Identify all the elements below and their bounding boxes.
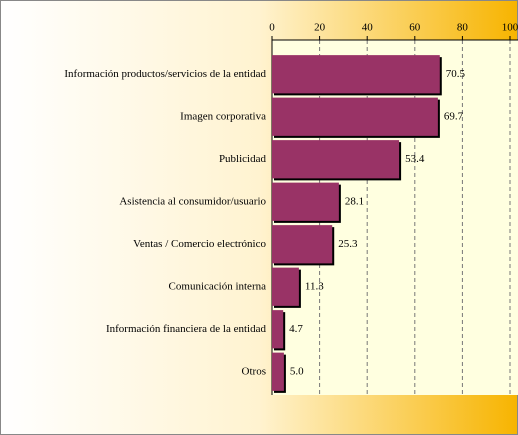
x-tick-label: 20 [314,22,326,34]
x-tick-label: 40 [362,22,374,34]
bar [272,310,284,349]
y-tick-label: Información productos/servicios de la en… [64,68,266,80]
y-tick-label: Imagen corporativa [180,110,266,122]
data-label: 53.4 [405,153,425,165]
y-tick-label: Asistencia al consumidor/usuario [119,195,266,207]
y-tick-label: Otros [242,365,266,377]
y-tick-label: Ventas / Comercio electrónico [133,238,266,250]
x-tick-label: 100 [502,22,518,34]
x-tick-label: 60 [409,22,421,34]
x-tick-label: 0 [269,22,275,34]
data-label: 11.3 [305,280,324,292]
bar [272,55,440,94]
x-tick-label: 80 [457,22,469,34]
bar [272,352,284,391]
bar [272,267,299,306]
data-label: 25.3 [338,238,358,250]
data-label: 5.0 [290,365,304,377]
bar [272,225,333,264]
data-label: 69.7 [444,110,464,122]
y-tick-label: Publicidad [219,153,267,165]
bar [272,140,400,179]
y-tick-label: Información financiera de la entidad [106,323,267,335]
data-label: 28.1 [345,195,364,207]
data-label: 70.5 [446,68,466,80]
data-label: 4.7 [289,323,303,335]
y-tick-label: Comunicación interna [169,280,267,292]
bar [272,182,339,221]
bar [272,97,438,136]
